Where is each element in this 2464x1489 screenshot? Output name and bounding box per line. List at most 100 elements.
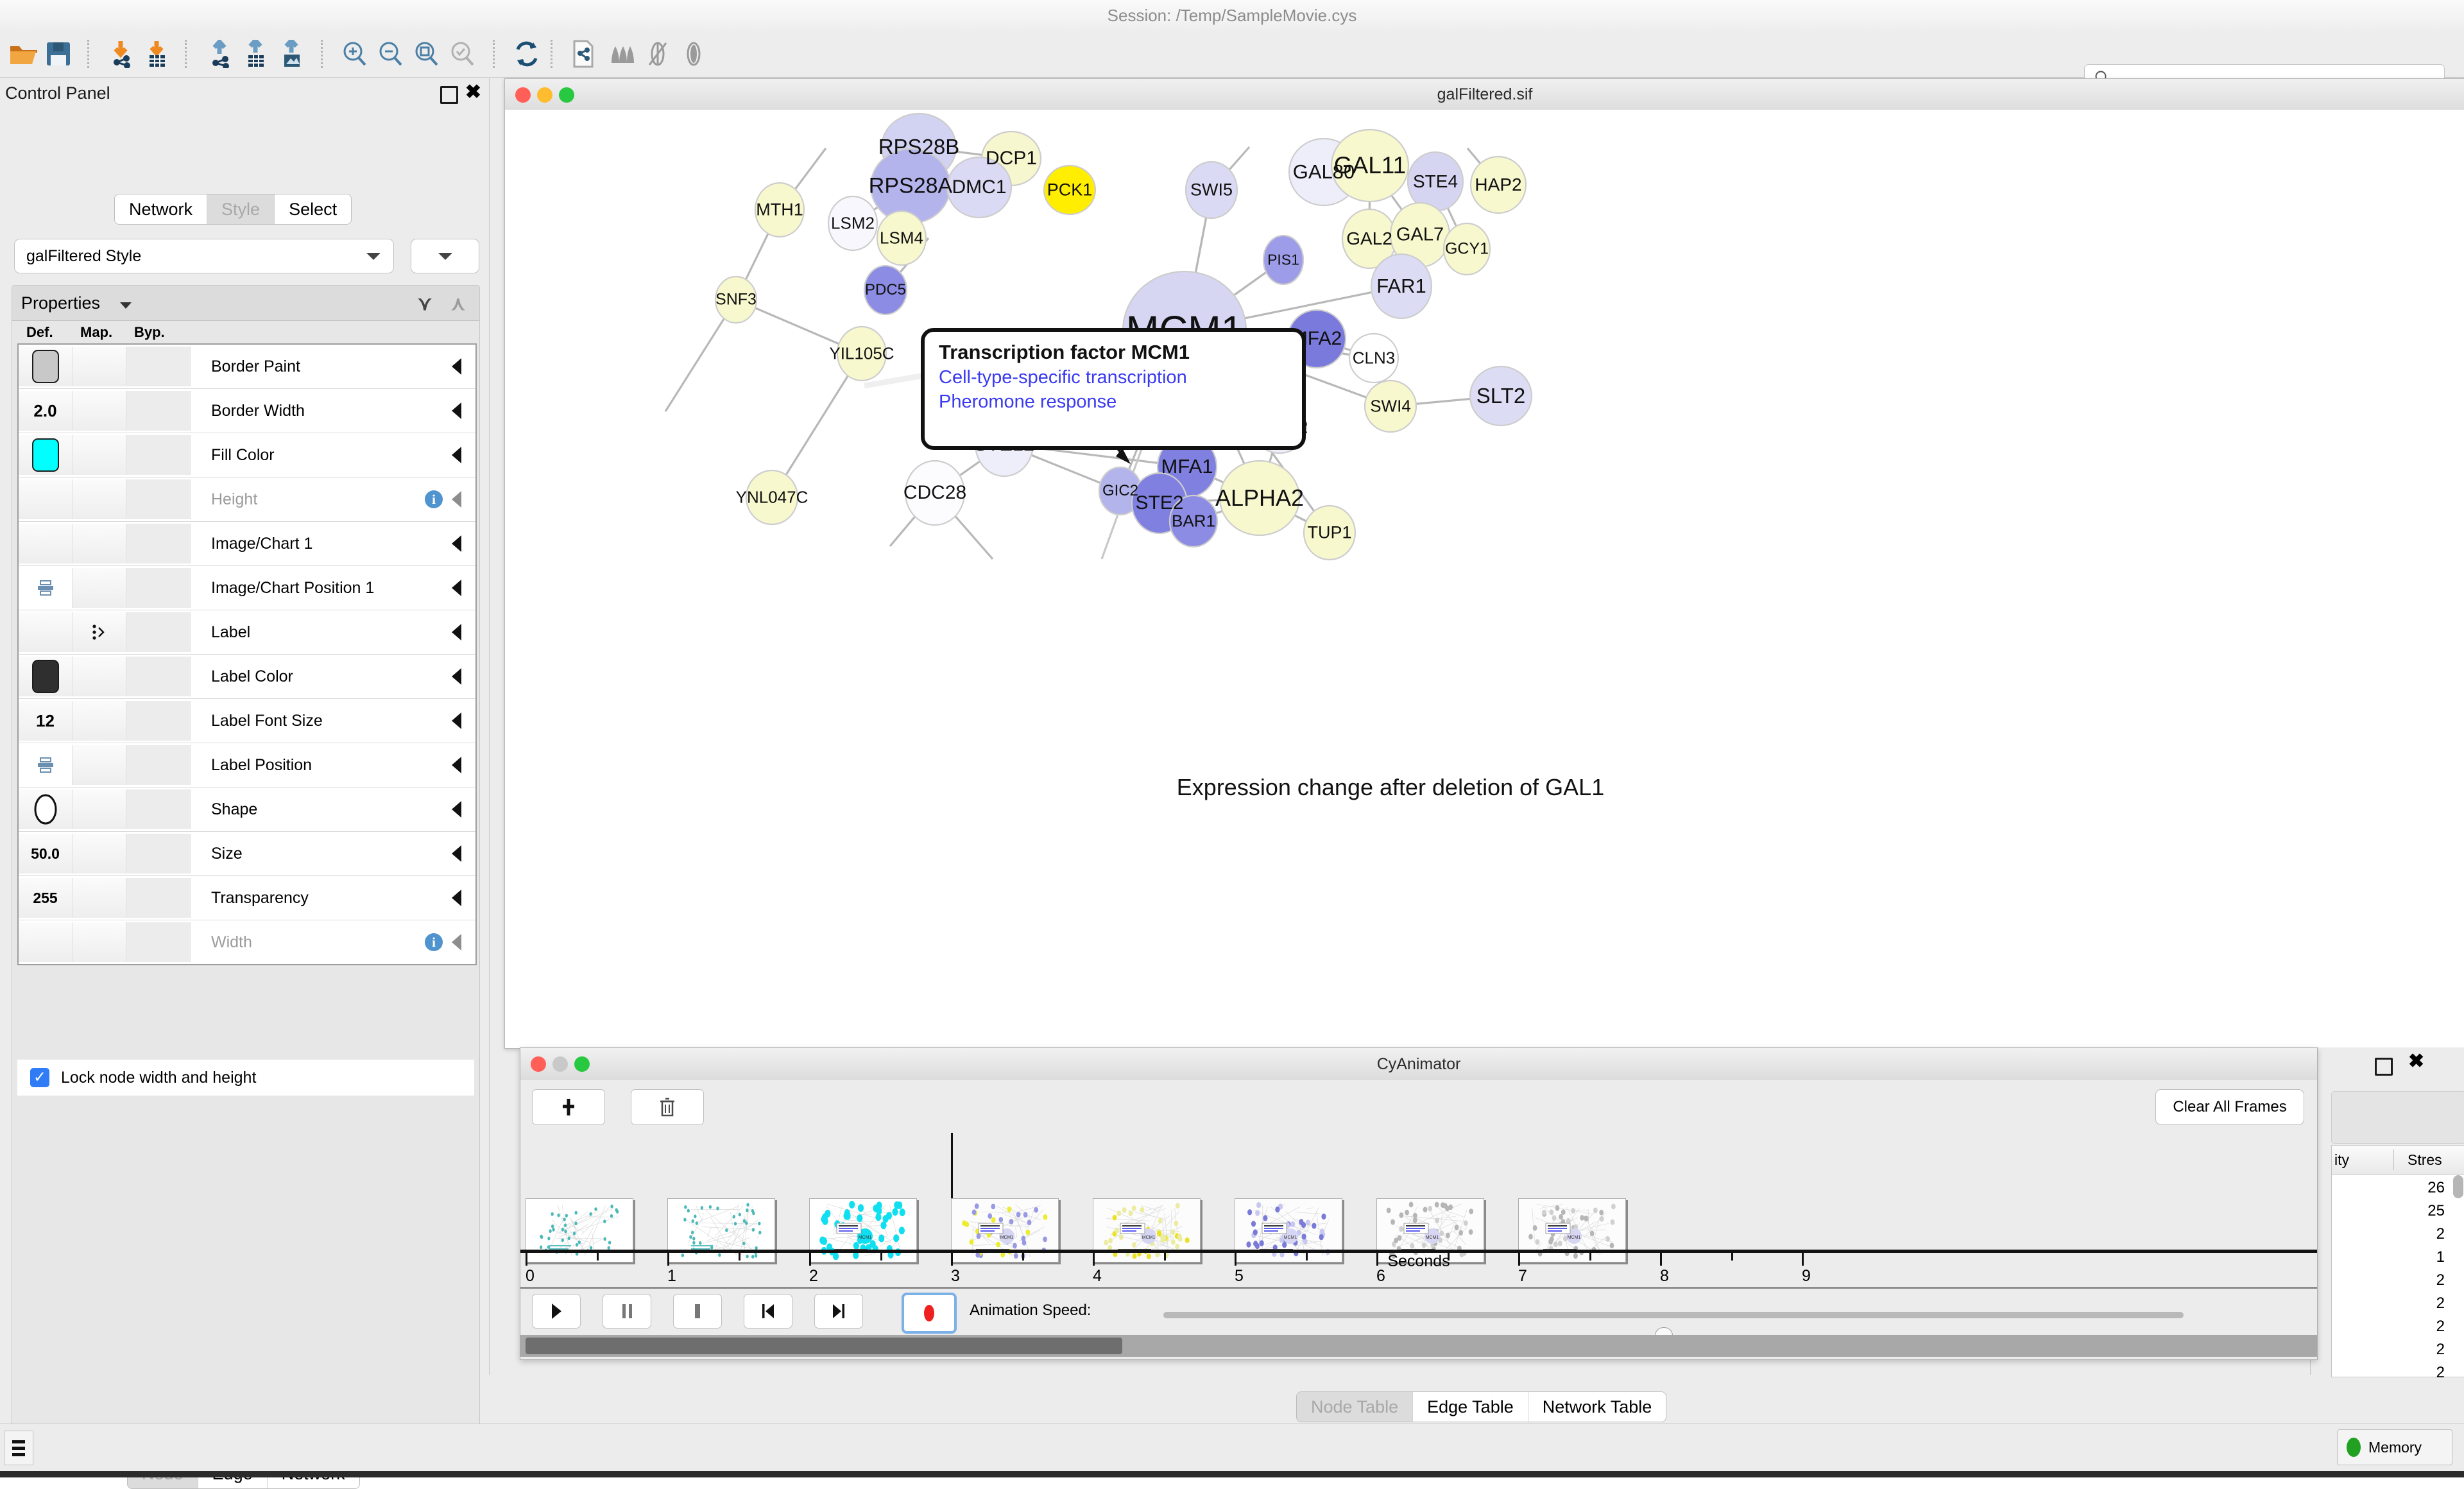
property-bypass-cell[interactable] — [126, 834, 191, 874]
expand-arrow-icon[interactable] — [452, 535, 461, 552]
clear-all-frames-button[interactable]: Clear All Frames — [2155, 1089, 2304, 1125]
property-row[interactable]: Fill Color — [19, 433, 475, 478]
tab-style[interactable]: Style — [207, 194, 275, 224]
table-row[interactable]: 2 — [2336, 1318, 2445, 1336]
table-row[interactable]: 25 — [2336, 1202, 2445, 1220]
property-mapping-cell[interactable] — [73, 922, 126, 962]
export-image-icon[interactable] — [273, 36, 311, 72]
hamburger-icon[interactable] — [4, 1431, 33, 1465]
property-mapping-cell[interactable] — [73, 524, 126, 564]
property-row[interactable]: Image/Chart 1 — [19, 522, 475, 566]
property-row[interactable]: Shape — [19, 788, 475, 832]
property-mapping-cell[interactable] — [73, 789, 126, 829]
property-mapping-cell[interactable] — [73, 612, 126, 652]
select-all-icon[interactable] — [603, 36, 640, 72]
info-icon[interactable]: i — [425, 933, 443, 951]
color-swatch[interactable] — [32, 350, 59, 383]
export-network-icon[interactable] — [201, 36, 239, 72]
import-table-icon[interactable] — [139, 36, 176, 72]
property-bypass-cell[interactable] — [126, 922, 191, 962]
check-icon[interactable]: ✓ — [30, 1068, 49, 1087]
show-all-icon[interactable] — [675, 36, 712, 72]
property-mapping-cell[interactable] — [73, 834, 126, 874]
expand-arrow-icon[interactable] — [452, 801, 461, 818]
property-default-cell[interactable]: 2.0 — [19, 391, 73, 431]
tab-select[interactable]: Select — [275, 194, 351, 224]
new-network-icon[interactable] — [565, 36, 602, 72]
property-row[interactable]: Label Color — [19, 655, 475, 699]
property-bypass-cell[interactable] — [126, 745, 191, 785]
zoom-in-icon[interactable] — [336, 36, 373, 72]
color-swatch[interactable] — [32, 660, 59, 693]
table-row[interactable]: 2 — [2336, 1295, 2445, 1313]
expand-arrow-icon[interactable] — [452, 447, 461, 463]
property-default-cell[interactable] — [19, 435, 73, 475]
expand-arrow-icon[interactable] — [452, 580, 461, 596]
style-selector[interactable]: galFiltered Style — [14, 239, 394, 273]
property-bypass-cell[interactable] — [126, 391, 191, 431]
property-row[interactable]: Border Paint — [19, 345, 475, 389]
property-default-cell[interactable] — [19, 524, 73, 564]
close-icon[interactable]: ✖ — [465, 83, 481, 101]
property-mapping-cell[interactable] — [73, 701, 126, 741]
zoom-out-icon[interactable] — [372, 36, 409, 72]
property-mapping-cell[interactable] — [73, 347, 126, 386]
property-bypass-cell[interactable] — [126, 479, 191, 519]
property-mapping-cell[interactable] — [73, 568, 126, 608]
expand-arrow-icon[interactable] — [452, 890, 461, 906]
property-default-cell[interactable] — [19, 568, 73, 608]
property-mapping-cell[interactable] — [73, 745, 126, 785]
property-bypass-cell[interactable] — [126, 657, 191, 696]
table-row[interactable]: 26 — [2336, 1179, 2445, 1197]
export-table-icon[interactable] — [237, 36, 275, 72]
zoom-selected-icon[interactable] — [444, 36, 481, 72]
expand-arrow-icon[interactable] — [452, 845, 461, 862]
expand-arrow-icon[interactable] — [452, 668, 461, 685]
chevron-down-icon[interactable] — [120, 302, 132, 309]
cyanimator-horizontal-scrollbar[interactable] — [520, 1335, 2317, 1357]
add-frame-button[interactable] — [532, 1089, 605, 1125]
property-row[interactable]: Label — [19, 610, 475, 655]
property-mapping-cell[interactable] — [73, 878, 126, 918]
pause-button[interactable] — [603, 1294, 651, 1329]
property-bypass-cell[interactable] — [126, 612, 191, 652]
skip-end-button[interactable] — [814, 1294, 863, 1329]
property-mapping-cell[interactable] — [73, 391, 126, 431]
property-row[interactable]: Label Position — [19, 743, 475, 788]
play-button[interactable] — [532, 1294, 581, 1329]
open-folder-icon[interactable] — [5, 36, 42, 72]
expand-arrow-icon[interactable] — [452, 491, 461, 508]
property-default-cell[interactable] — [19, 745, 73, 785]
property-default-cell[interactable] — [19, 479, 73, 519]
record-button[interactable] — [902, 1293, 957, 1334]
table-row[interactable]: 1 — [2336, 1248, 2445, 1266]
expand-arrow-icon[interactable] — [452, 402, 461, 419]
expand-arrow-icon[interactable] — [452, 757, 461, 773]
property-default-cell[interactable] — [19, 612, 73, 652]
tab-network-table[interactable]: Network Table — [1528, 1392, 1666, 1422]
property-default-cell[interactable]: 255 — [19, 878, 73, 918]
animation-speed-slider[interactable] — [1163, 1312, 2184, 1318]
property-mapping-cell[interactable] — [73, 435, 126, 475]
property-bypass-cell[interactable] — [126, 435, 191, 475]
refresh-icon[interactable] — [508, 36, 545, 72]
skip-start-button[interactable] — [744, 1294, 792, 1329]
property-default-cell[interactable] — [19, 789, 73, 829]
property-mapping-cell[interactable] — [73, 479, 126, 519]
table-scrollbar-thumb[interactable] — [2453, 1175, 2463, 1198]
info-icon[interactable]: i — [425, 490, 443, 508]
expand-arrow-icon[interactable] — [452, 934, 461, 951]
tab-network[interactable]: Network — [115, 194, 207, 224]
close-icon[interactable]: ✖ — [2408, 1053, 2424, 1071]
color-swatch[interactable] — [32, 438, 59, 472]
scrollbar-thumb[interactable] — [526, 1338, 1122, 1354]
delete-frame-button[interactable] — [631, 1089, 704, 1125]
expand-arrow-icon[interactable] — [452, 358, 461, 375]
table-row[interactable]: 2 — [2336, 1341, 2445, 1359]
